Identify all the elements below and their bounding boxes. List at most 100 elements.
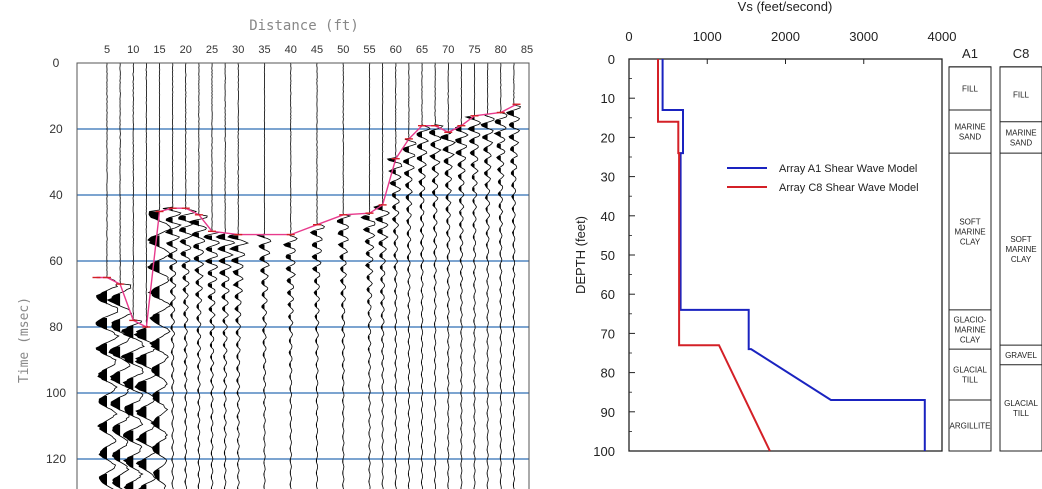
first-arrival-pick-series <box>92 103 521 329</box>
trace-65 <box>416 62 431 489</box>
x-tick-label: 0 <box>625 29 632 44</box>
trace-27.5 <box>215 62 236 489</box>
layer-label: CLAY <box>960 335 981 344</box>
layer-label: MARINE <box>954 325 985 334</box>
seismic-traces <box>95 62 521 489</box>
trace-35 <box>256 62 272 489</box>
y-tick-label: 0 <box>608 52 615 67</box>
trace-22.5 <box>187 62 208 489</box>
x-tick-label: 20 <box>180 44 192 56</box>
trace-70 <box>440 62 457 489</box>
vs-series <box>657 59 926 452</box>
layer-label: SOFT <box>1010 235 1031 244</box>
trace-12.5 <box>133 62 160 489</box>
series-line-0 <box>661 59 926 451</box>
vs-y-ticks: 0 10 20 30 40 50 60 70 80 90 100 <box>593 52 635 459</box>
x-tick-label: 2000 <box>771 29 800 44</box>
trace-fill-82.5 <box>506 111 514 488</box>
trace-fill-60 <box>387 159 396 486</box>
column-header: C8 <box>1013 46 1030 61</box>
column-frame <box>948 66 992 452</box>
layer-label: MARINE <box>954 227 985 236</box>
seismic-panel: Distance (ft) Time (msec) 5 10 15 20 25 30 35 4… <box>17 18 533 489</box>
trace-62.5 <box>401 62 417 489</box>
y-tick-label: 120 <box>46 452 66 466</box>
layer-label: ARGILLITE <box>950 422 991 431</box>
trace-10 <box>120 62 145 489</box>
seismic-x-ticks: 5 10 15 20 25 30 35 40 45 50 55 60 65 70 75 80 85 <box>104 44 533 56</box>
trace-fill-10 <box>121 325 134 489</box>
x-tick-label: 30 <box>232 44 244 56</box>
y-tick-label: 0 <box>53 56 60 70</box>
layer-label: GLACIO- <box>954 315 987 324</box>
trace-57.5 <box>373 62 390 489</box>
seismic-xlabel: Distance (ft) <box>249 18 359 34</box>
trace-fill-75 <box>465 117 475 489</box>
trace-72.5 <box>454 62 469 489</box>
x-tick-label: 45 <box>311 44 323 56</box>
trace-50 <box>336 63 352 489</box>
trace-fill-40 <box>283 235 291 488</box>
vs-x-ticks: 0 1000 2000 3000 4000 <box>625 29 956 64</box>
trace-fill-55 <box>361 216 370 485</box>
y-tick-label: 30 <box>601 170 615 185</box>
vs-legend: Array A1 Shear Wave Model Array C8 Shear … <box>727 163 919 194</box>
layer-label: GLACIAL <box>1004 399 1038 408</box>
layer-label: MARINE <box>1005 128 1036 137</box>
layer-label: GRAVEL <box>1005 351 1037 360</box>
vs-ylabel: DEPTH (feet) <box>573 216 588 294</box>
seismic-ylabel: Time (msec) <box>17 297 32 383</box>
trace-fill-45 <box>310 231 317 488</box>
x-tick-label: 15 <box>153 44 165 56</box>
trace-25 <box>203 63 221 489</box>
vs-xlabel: Vs (feet/second) <box>738 0 833 14</box>
layer-label: MARINE <box>954 123 985 132</box>
layer-label: FILL <box>1013 90 1030 99</box>
trace-fill-77.5 <box>481 115 488 488</box>
x-tick-label: 35 <box>258 44 270 56</box>
y-tick-label: 100 <box>593 444 615 459</box>
y-tick-label: 60 <box>601 287 615 302</box>
seismic-plot-frame <box>76 62 530 489</box>
x-tick-label: 50 <box>337 44 349 56</box>
trace-fill-12.5 <box>134 328 147 489</box>
x-tick-label: 55 <box>363 44 375 56</box>
x-tick-label: 1000 <box>693 29 722 44</box>
layer-label: CLAY <box>960 237 981 246</box>
trace-fill-50 <box>337 219 344 488</box>
trace-fill-62.5 <box>402 139 409 488</box>
trace-fill-15 <box>147 211 160 482</box>
layer-label: TILL <box>1013 409 1030 418</box>
trace-fill-25 <box>203 235 212 489</box>
x-tick-label: 80 <box>495 44 507 56</box>
trace-fill-67.5 <box>429 130 436 483</box>
trace-77.5 <box>480 63 495 489</box>
y-tick-label: 90 <box>601 405 615 420</box>
y-tick-label: 80 <box>601 366 615 381</box>
y-tick-label: 80 <box>49 320 63 334</box>
x-tick-label: 25 <box>206 44 218 56</box>
x-tick-label: 3000 <box>849 29 878 44</box>
x-tick-label: 85 <box>521 44 533 56</box>
trace-fill-80 <box>494 112 501 485</box>
y-tick-label: 100 <box>46 386 66 400</box>
vs-profile-panel: Vs (feet/second) DEPTH (feet) 0 1000 2000 3… <box>573 0 1042 459</box>
trace-30 <box>227 62 250 489</box>
x-tick-label: 5 <box>104 44 110 56</box>
legend-label: Array A1 Shear Wave Model <box>779 163 917 175</box>
layer-label: SAND <box>959 133 981 142</box>
layer-label: CLAY <box>1011 255 1032 264</box>
trace-7.5 <box>106 62 133 489</box>
x-tick-label: 65 <box>416 44 428 56</box>
trace-75 <box>464 62 482 489</box>
trace-fill-20 <box>178 208 186 485</box>
trace-fill-22.5 <box>188 220 199 489</box>
vs-plot-frame <box>628 58 943 452</box>
y-tick-label: 50 <box>601 248 615 263</box>
trace-fill-30 <box>228 235 239 489</box>
y-tick-label: 10 <box>601 91 615 106</box>
y-tick-label: 20 <box>49 122 63 136</box>
column-frame <box>999 66 1042 452</box>
x-tick-label: 40 <box>285 44 297 56</box>
x-tick-label: 75 <box>468 44 480 56</box>
